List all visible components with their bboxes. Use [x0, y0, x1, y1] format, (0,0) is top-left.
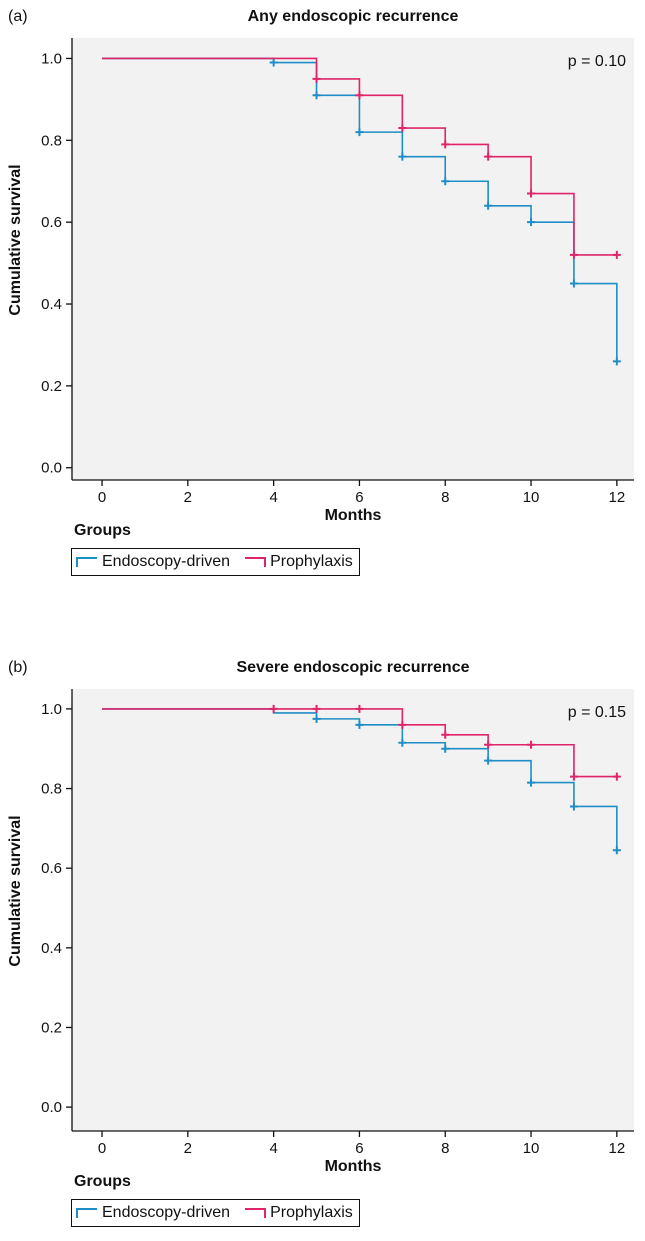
censor-mark: [569, 772, 578, 781]
legend-label: Prophylaxis: [270, 553, 353, 570]
censor-mark: [398, 738, 407, 747]
censor-mark: [398, 152, 407, 161]
legend-swatch-prophylaxis: [245, 1208, 267, 1218]
legend-label: Endoscopy-driven: [102, 553, 231, 570]
y-tick-label: 0.2: [41, 1019, 62, 1036]
censor-mark: [569, 802, 578, 811]
censor-mark: [527, 740, 536, 749]
legend-title: Groups: [74, 522, 131, 539]
y-tick-label: 0.4: [41, 296, 62, 313]
y-tick-label: 0.0: [41, 1099, 62, 1116]
x-tick-label: 4: [269, 489, 277, 506]
x-tick-label: 4: [269, 1140, 277, 1157]
chart-title: Any endoscopic recurrence: [247, 8, 459, 25]
censor-mark: [398, 720, 407, 729]
censor-mark: [355, 720, 364, 729]
chart-panel-a: (a) Any endoscopic recurrence Cumulative…: [0, 0, 645, 590]
legend-item-endoscopy: Endoscopy-driven: [76, 1204, 230, 1222]
legend-title: Groups: [74, 1173, 131, 1190]
censor-mark: [527, 778, 536, 787]
plot-background: [72, 689, 634, 1131]
censor-mark: [527, 218, 536, 227]
censor-mark: [612, 846, 621, 855]
chart-title: Severe endoscopic recurrence: [236, 659, 470, 676]
y-tick-label: 0.6: [41, 214, 62, 231]
x-axis-label: Months: [325, 507, 382, 524]
censor-mark: [312, 74, 321, 83]
censor-mark: [484, 152, 493, 161]
survival-curve-prophylaxis: [102, 57, 617, 256]
censor-mark: [312, 91, 321, 100]
y-tick-label: 0.2: [41, 378, 62, 395]
x-tick-label: 8: [441, 1140, 449, 1157]
y-tick-label: 0.8: [41, 132, 62, 149]
x-axis-label: Months: [325, 1158, 382, 1175]
y-tick-label: 1.0: [41, 50, 62, 67]
p-value-annotation: p = 0.15: [568, 704, 626, 721]
legend-item-endoscopy: Endoscopy-driven: [76, 553, 230, 571]
censor-mark: [484, 756, 493, 765]
y-tick-label: 0.4: [41, 940, 62, 957]
x-tick-label: 12: [608, 489, 625, 506]
censor-mark: [355, 128, 364, 137]
censor-mark: [269, 58, 278, 67]
censor-mark: [612, 772, 621, 781]
censor-mark: [441, 730, 450, 739]
x-tick-label: 12: [608, 1140, 625, 1157]
x-tick-label: 0: [98, 1140, 106, 1157]
x-tick-label: 6: [355, 1140, 363, 1157]
censor-mark: [527, 189, 536, 198]
legend-swatch-prophylaxis: [245, 557, 267, 567]
censor-mark: [398, 124, 407, 133]
censor-mark: [569, 279, 578, 288]
censor-mark: [355, 91, 364, 100]
panel-label: (b): [8, 659, 28, 676]
legend: Endoscopy-driven Prophylaxis: [71, 1199, 360, 1227]
x-tick-label: 6: [355, 489, 363, 506]
y-tick-label: 0.8: [41, 781, 62, 798]
censor-mark: [441, 177, 450, 186]
legend-swatch-endoscopy: [76, 557, 97, 567]
y-tick-label: 0.0: [41, 460, 62, 477]
x-tick-label: 0: [98, 489, 106, 506]
censor-mark: [612, 357, 621, 366]
y-tick-label: 0.6: [41, 860, 62, 877]
x-tick-label: 8: [441, 489, 449, 506]
p-value-annotation: p = 0.10: [568, 53, 626, 70]
y-tick-label: 1.0: [41, 701, 62, 718]
censor-mark: [484, 201, 493, 210]
censor-mark: [312, 714, 321, 723]
censor-mark: [269, 704, 278, 713]
censor-mark: [569, 250, 578, 259]
censor-mark: [441, 140, 450, 149]
legend: Endoscopy-driven Prophylaxis: [71, 548, 360, 576]
plot-background: [72, 38, 634, 480]
x-tick-label: 2: [184, 489, 192, 506]
legend-item-prophylaxis: Prophylaxis: [244, 553, 353, 571]
x-tick-label: 2: [184, 1140, 192, 1157]
chart-panel-b: (b) Severe endoscopic recurrence Cumulat…: [0, 651, 645, 1241]
survival-curve-prophylaxis: [102, 708, 617, 778]
censor-mark: [355, 704, 364, 713]
panel-label: (a): [8, 8, 28, 25]
censor-mark: [441, 744, 450, 753]
censor-mark: [312, 704, 321, 713]
legend-swatch-endoscopy: [76, 1208, 97, 1218]
legend-label: Endoscopy-driven: [102, 1204, 231, 1221]
legend-label: Prophylaxis: [270, 1204, 353, 1221]
legend-item-prophylaxis: Prophylaxis: [244, 1204, 353, 1222]
x-tick-label: 10: [523, 1140, 540, 1157]
censor-mark: [484, 740, 493, 749]
chart-plot: 0.0 0.2 0.4 0.6 0.8 1.0 0 2 4 6 8 10 12 Months p = 0.1…: [41, 689, 634, 1175]
x-tick-label: 10: [523, 489, 540, 506]
chart-plot: 0.0 0.2 0.4 0.6 0.8 1.0 0 2 4 6 8 10 12 Months p = 0.1…: [41, 38, 634, 524]
censor-mark: [612, 250, 621, 259]
